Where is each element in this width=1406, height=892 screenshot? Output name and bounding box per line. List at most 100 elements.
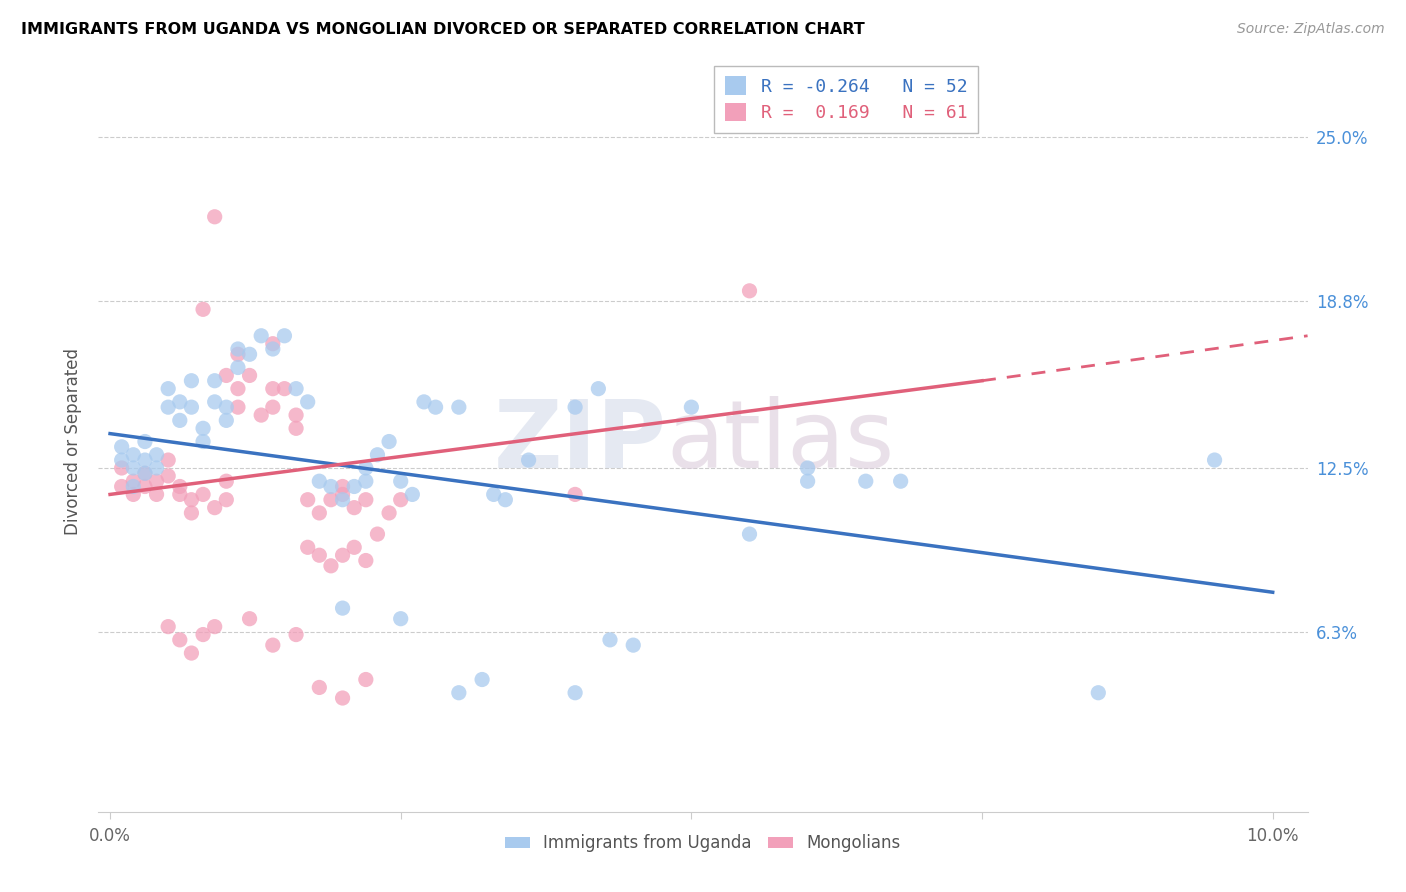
Point xyxy=(425,400,447,414)
Point xyxy=(262,638,284,652)
Point xyxy=(1087,686,1109,700)
Point xyxy=(890,474,912,488)
Point xyxy=(157,400,180,414)
Point xyxy=(180,646,202,660)
Point xyxy=(564,686,586,700)
Point xyxy=(122,487,145,501)
Point xyxy=(308,681,330,695)
Point xyxy=(145,448,167,462)
Point xyxy=(204,374,226,388)
Text: Source: ZipAtlas.com: Source: ZipAtlas.com xyxy=(1237,22,1385,37)
Point xyxy=(262,336,284,351)
Point xyxy=(191,302,214,317)
Point xyxy=(273,328,295,343)
Point xyxy=(239,347,262,361)
Point xyxy=(738,284,761,298)
Point xyxy=(1204,453,1226,467)
Point xyxy=(588,382,610,396)
Point xyxy=(494,492,516,507)
Point xyxy=(378,434,401,449)
Point xyxy=(226,400,249,414)
Point xyxy=(285,421,308,435)
Point xyxy=(471,673,494,687)
Point xyxy=(204,500,226,515)
Point xyxy=(285,408,308,422)
Point xyxy=(482,487,505,501)
Point xyxy=(180,506,202,520)
Point xyxy=(447,400,470,414)
Point xyxy=(319,492,342,507)
Point xyxy=(308,474,330,488)
Point xyxy=(215,492,238,507)
Point xyxy=(122,479,145,493)
Point xyxy=(111,479,134,493)
Point xyxy=(180,492,202,507)
Point xyxy=(191,434,214,449)
Point xyxy=(354,474,377,488)
Point xyxy=(262,342,284,356)
Point xyxy=(599,632,621,647)
Point xyxy=(157,469,180,483)
Y-axis label: Divorced or Separated: Divorced or Separated xyxy=(65,348,83,535)
Point xyxy=(191,627,214,641)
Point xyxy=(389,474,412,488)
Point xyxy=(180,374,202,388)
Point xyxy=(332,601,354,615)
Point xyxy=(262,400,284,414)
Point xyxy=(564,487,586,501)
Point xyxy=(308,506,330,520)
Point xyxy=(332,479,354,493)
Point xyxy=(366,527,388,541)
Point xyxy=(332,487,354,501)
Point xyxy=(134,453,156,467)
Point xyxy=(226,347,249,361)
Point xyxy=(319,558,342,573)
Point xyxy=(215,368,238,383)
Point xyxy=(297,492,319,507)
Point xyxy=(215,413,238,427)
Point xyxy=(169,632,191,647)
Point xyxy=(250,328,273,343)
Point xyxy=(204,620,226,634)
Point xyxy=(180,400,202,414)
Point xyxy=(145,474,167,488)
Point xyxy=(285,382,308,396)
Point xyxy=(319,479,342,493)
Point xyxy=(169,395,191,409)
Point xyxy=(111,440,134,454)
Point xyxy=(215,400,238,414)
Point xyxy=(134,434,156,449)
Point xyxy=(354,673,377,687)
Point xyxy=(273,382,295,396)
Point xyxy=(169,479,191,493)
Point xyxy=(169,413,191,427)
Point xyxy=(145,461,167,475)
Point xyxy=(796,461,818,475)
Point xyxy=(389,612,412,626)
Point xyxy=(111,453,134,467)
Point xyxy=(621,638,644,652)
Point xyxy=(122,474,145,488)
Point xyxy=(332,691,354,706)
Point xyxy=(145,487,167,501)
Point xyxy=(204,210,226,224)
Point xyxy=(215,474,238,488)
Point xyxy=(738,527,761,541)
Point xyxy=(354,553,377,567)
Point xyxy=(134,467,156,481)
Point xyxy=(262,382,284,396)
Point xyxy=(157,382,180,396)
Point xyxy=(226,360,249,375)
Point xyxy=(564,400,586,414)
Point xyxy=(204,395,226,409)
Point xyxy=(157,453,180,467)
Point xyxy=(354,492,377,507)
Point xyxy=(239,612,262,626)
Point xyxy=(297,395,319,409)
Point xyxy=(389,492,412,507)
Point xyxy=(366,448,388,462)
Point xyxy=(343,479,366,493)
Text: ZIP: ZIP xyxy=(494,395,666,488)
Point xyxy=(157,620,180,634)
Text: IMMIGRANTS FROM UGANDA VS MONGOLIAN DIVORCED OR SEPARATED CORRELATION CHART: IMMIGRANTS FROM UGANDA VS MONGOLIAN DIVO… xyxy=(21,22,865,37)
